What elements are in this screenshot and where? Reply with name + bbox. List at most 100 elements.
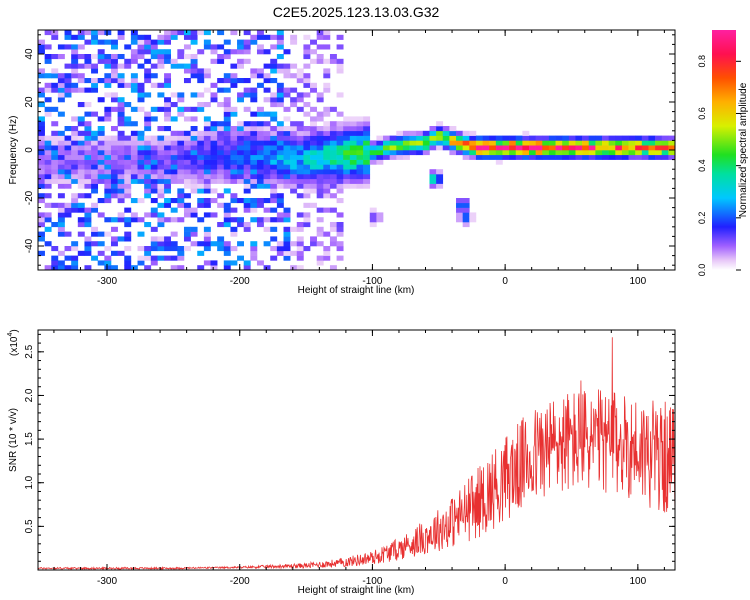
- heatmap-cell: [296, 265, 304, 270]
- heatmap-cell: [475, 135, 483, 141]
- heatmap-cell: [462, 150, 470, 156]
- heatmap-cell: [197, 198, 205, 204]
- heatmap-cell: [489, 154, 497, 160]
- heatmap-cell: [117, 34, 125, 40]
- heatmap-cell: [641, 145, 649, 151]
- heatmap-cell: [164, 159, 172, 165]
- heatmap-cell: [635, 135, 643, 141]
- snr-ylabel: SNR (10 * v/v): [8, 408, 19, 472]
- heatmap-cell: [164, 49, 172, 55]
- heatmap-cell: [144, 140, 152, 146]
- heatmap-cell: [91, 183, 99, 189]
- heatmap-cell: [157, 82, 165, 88]
- heatmap-cell: [329, 169, 337, 175]
- heatmap-cell: [303, 222, 311, 228]
- heatmap-cell: [529, 140, 536, 146]
- heatmap-cell: [296, 164, 304, 170]
- heatmap-cell: [110, 58, 118, 64]
- heatmap-cell: [329, 135, 337, 141]
- heatmap-cell: [104, 169, 112, 175]
- heatmap-cell: [177, 154, 185, 160]
- heatmap-cell: [655, 140, 663, 146]
- heatmap-cell: [237, 63, 244, 69]
- heatmap-cell: [144, 169, 152, 175]
- heatmap-cell: [456, 202, 463, 208]
- heatmap-cell: [190, 178, 198, 184]
- heatmap-cell: [270, 78, 278, 84]
- heatmap-cell: [628, 135, 636, 141]
- heatmap-cell: [71, 207, 79, 213]
- heatmap-cell: [124, 246, 132, 252]
- heatmap-cell: [51, 178, 59, 184]
- heatmap-cell: [223, 250, 231, 256]
- heatmap-cell: [502, 140, 510, 146]
- heatmap-cell: [263, 135, 271, 141]
- heatmap-cell: [223, 102, 231, 108]
- heatmap-cell: [170, 154, 178, 160]
- heatmap-cell: [323, 188, 331, 194]
- heatmap-cell: [217, 78, 225, 84]
- heatmap-cell: [150, 183, 158, 189]
- heatmap-cell: [522, 140, 530, 146]
- heatmap-cell: [515, 140, 523, 146]
- heatmap-cell: [429, 178, 437, 184]
- heatmap-cell: [548, 140, 556, 146]
- heatmap-cell: [84, 58, 92, 64]
- heatmap-cell: [276, 102, 284, 108]
- heatmap-cell: [263, 183, 271, 189]
- heatmap-cell: [164, 202, 172, 208]
- heatmap-cell: [489, 135, 497, 141]
- heatmap-cell: [363, 140, 371, 146]
- heatmap-cell: [203, 87, 211, 93]
- heatmap-cell: [137, 97, 145, 103]
- heatmap-cell: [502, 150, 510, 156]
- heatmap-cell: [363, 178, 371, 184]
- heatmap-cell: [290, 183, 298, 189]
- heatmap-cell: [310, 140, 317, 146]
- heatmap-cell: [369, 145, 377, 151]
- heatmap-cell: [349, 145, 357, 151]
- heatmap-cell: [203, 183, 211, 189]
- heatmap-cell: [38, 73, 45, 79]
- heatmap-cell: [197, 135, 205, 141]
- heatmap-cell: [117, 164, 125, 170]
- heatmap-cell: [522, 135, 530, 141]
- heatmap-cell: [535, 140, 543, 146]
- heatmap-cell: [323, 111, 331, 117]
- heatmap-cell: [203, 140, 211, 146]
- heatmap-cell: [296, 97, 304, 103]
- heatmap-cell: [402, 140, 410, 146]
- heatmap-cell: [595, 150, 603, 156]
- heatmap-cell: [57, 92, 65, 98]
- heatmap-cell: [349, 130, 357, 136]
- heatmap-cell: [349, 174, 357, 180]
- heatmap-cell: [157, 145, 165, 151]
- heatmap-cell: [150, 255, 158, 261]
- heatmap-cell: [223, 54, 231, 60]
- heatmap-cell: [310, 106, 317, 112]
- heatmap-cell: [230, 49, 238, 55]
- heatmap-cell: [356, 154, 364, 160]
- heatmap-cell: [582, 135, 590, 141]
- heatmap-cell: [608, 154, 616, 160]
- heatmap-cell: [495, 145, 503, 151]
- heatmap-cell: [77, 207, 85, 213]
- heatmap-cell: [110, 126, 118, 132]
- heatmap-cell: [64, 246, 72, 252]
- spectrogram-ylabel: Frequency (Hz): [8, 116, 19, 185]
- heatmap-cell: [230, 246, 238, 252]
- heatmap-cell: [329, 159, 337, 165]
- heatmap-cell: [44, 111, 52, 117]
- heatmap-cell: [256, 178, 264, 184]
- heatmap-cell: [183, 226, 191, 232]
- heatmap-cell: [329, 183, 337, 189]
- heatmap-cell: [38, 236, 45, 242]
- heatmap-cell: [104, 178, 112, 184]
- heatmap-cell: [57, 111, 65, 117]
- heatmap-cell: [602, 135, 609, 141]
- heatmap-cell: [117, 236, 125, 242]
- heatmap-cell: [210, 145, 218, 151]
- heatmap-cell: [303, 217, 311, 223]
- heatmap-cell: [197, 73, 205, 79]
- heatmap-cell: [71, 140, 79, 146]
